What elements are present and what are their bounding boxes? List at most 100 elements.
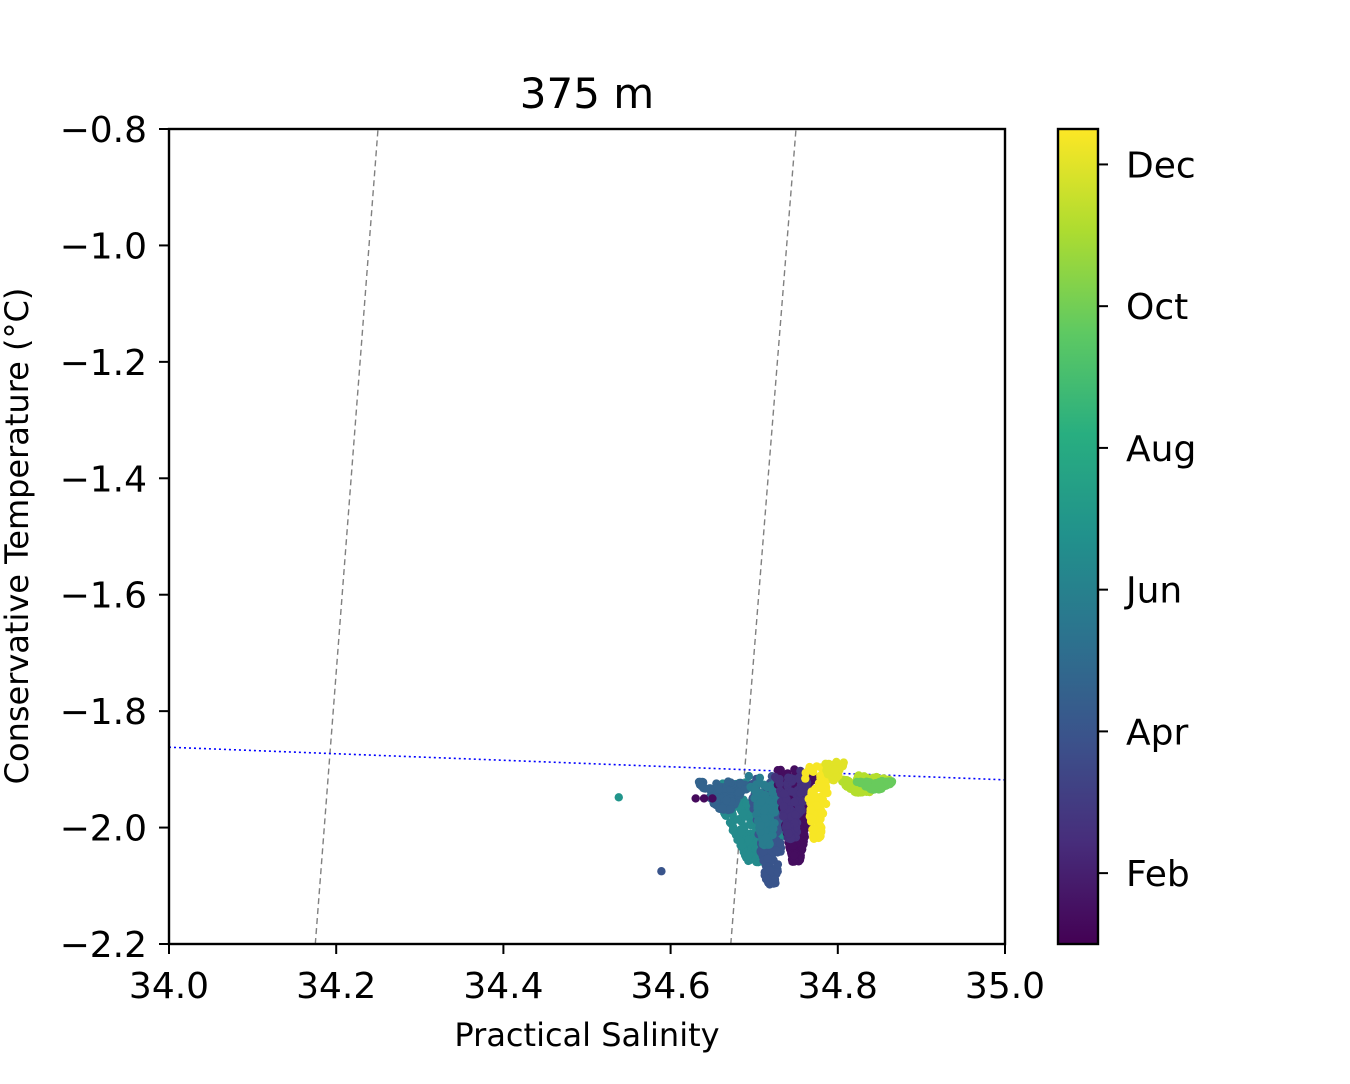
scatter-point: [790, 797, 799, 807]
scatter-point: [756, 797, 766, 806]
scatter-point: [714, 785, 724, 794]
scatter-point: [773, 867, 782, 876]
y-tick-label: −1.4: [60, 459, 147, 500]
colorbar-tick-label: Dec: [1126, 145, 1196, 186]
scatter-point: [768, 788, 777, 797]
scatter-point: [874, 779, 883, 789]
scatter-points: [614, 757, 897, 889]
scatter-point: [755, 773, 765, 782]
scatter-point: [818, 809, 827, 818]
colorbar-ticks: Feb Apr Jun Aug Oct Dec: [1098, 145, 1196, 895]
x-axis: 34.0 34.2 34.4 34.6 34.8 35.0: [129, 944, 1045, 1007]
y-axis: −0.8 −1.0 −1.2 −1.4 −1.6 −1.8 −2.0 −2.2: [60, 110, 169, 966]
scatter-point: [763, 854, 772, 863]
scatter-point: [775, 779, 784, 788]
scatter-point: [828, 775, 838, 785]
x-tick-label: 34.6: [631, 966, 711, 1007]
scatter-point: [768, 806, 777, 815]
scatter-point: [816, 782, 826, 792]
chart-title: 375 m: [520, 69, 654, 118]
reference-lines: [169, 129, 1005, 944]
scatter-point: [784, 829, 793, 838]
scatter-point: [776, 838, 785, 848]
scatter-point: [742, 799, 751, 808]
scatter-point: [862, 778, 872, 788]
scatter-point: [842, 776, 851, 785]
x-axis-label: Practical Salinity: [454, 1016, 719, 1054]
scatter-point: [830, 765, 839, 774]
colorbar-tick-label: Aug: [1126, 429, 1196, 470]
scatter-point: [724, 777, 733, 786]
scatter-point: [805, 764, 814, 774]
scatter-point: [736, 836, 745, 845]
plot-area-frame: [167, 127, 1007, 946]
scatter-point: [779, 802, 788, 811]
scatter-point: [765, 866, 775, 875]
scatter-point: [769, 824, 778, 833]
x-tick-label: 34.0: [129, 966, 209, 1007]
x-tick-label: 35.0: [965, 966, 1045, 1007]
scatter-point: [756, 827, 765, 836]
scatter-point: [796, 788, 805, 798]
y-tick-label: −1.8: [60, 692, 147, 733]
scatter-point: [718, 804, 727, 813]
scatter-point: [756, 821, 765, 830]
x-tick-label: 34.2: [296, 966, 376, 1007]
scatter-point: [768, 830, 777, 840]
colorbar-tick-label: Feb: [1126, 854, 1190, 895]
scatter-point: [697, 781, 706, 791]
scatter-point: [738, 809, 747, 818]
colorbar-tick-label: Jun: [1124, 571, 1182, 612]
scatter-point: [729, 823, 738, 832]
scatter-point: [657, 867, 666, 876]
scatter-point: [784, 773, 793, 782]
scatter-point: [806, 805, 815, 814]
y-tick-label: −2.0: [60, 809, 147, 850]
scatter-point: [760, 790, 770, 800]
scatter-point: [815, 831, 824, 841]
colorbar-gradient: [1058, 129, 1098, 944]
scatter-point: [760, 814, 769, 823]
scatter-point: [791, 810, 800, 819]
scatter-point: [737, 826, 746, 836]
y-tick-label: −2.2: [60, 925, 147, 966]
scatter-point: [744, 771, 753, 781]
scatter-point: [744, 835, 753, 844]
scatter-point: [751, 784, 760, 793]
scatter-point: [759, 847, 768, 856]
colorbar-frame: [1056, 127, 1100, 946]
scatter-point: [773, 860, 783, 869]
scatter-point: [780, 789, 789, 798]
scatter-point: [743, 851, 753, 860]
scatter-point: [809, 789, 819, 798]
scatter-point: [782, 821, 791, 830]
scatter-point: [761, 833, 771, 843]
scatter-point: [807, 814, 816, 823]
colorbar-tick-label: Oct: [1126, 287, 1188, 328]
y-tick-label: −0.8: [60, 110, 147, 151]
scatter-point: [725, 803, 735, 813]
y-tick-label: −1.0: [60, 226, 147, 267]
scatter-point: [733, 815, 742, 824]
x-tick-label: 34.8: [798, 966, 878, 1007]
y-axis-label: Conservative Temperature (°C): [0, 288, 36, 785]
y-tick-label: −1.6: [60, 576, 147, 617]
isopycnal-line-0: [314, 129, 379, 944]
scatter-point: [759, 806, 769, 816]
scatter-point: [788, 841, 798, 850]
scatter-point: [799, 829, 808, 838]
scatter-point: [789, 851, 799, 860]
scatter-point: [779, 812, 788, 821]
scatter-point: [708, 794, 717, 803]
scatter-point: [832, 757, 841, 767]
scatter-point: [699, 794, 709, 803]
scatter-point: [769, 879, 778, 888]
x-tick-label: 34.4: [463, 966, 543, 1007]
colorbar-tick-label: Apr: [1126, 712, 1188, 753]
scatter-point: [787, 787, 796, 796]
isopycnal-line-1: [730, 129, 797, 944]
scatter-point: [802, 781, 811, 791]
scatter-point: [691, 794, 700, 803]
